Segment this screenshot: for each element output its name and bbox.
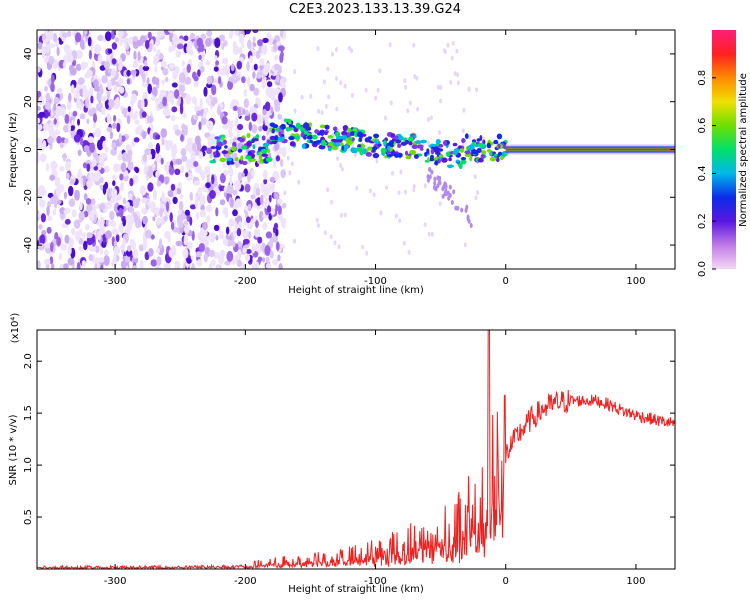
spectrogram-signal-band: [209, 118, 509, 228]
snr-frame: [36, 329, 676, 570]
snr-chart: -300 -200 -100 0 100 0.5 1.0 1.5 2.0 Height of …: [8, 313, 676, 595]
spectrogram-y-axis-label: Frequency (Hz): [8, 112, 19, 188]
chart-title: C2E3.2023.133.13.39.G24: [288, 2, 462, 17]
spectrogram-y-ticks: -40 -20 0 20 40: [23, 48, 675, 253]
colorbar-ticks: 0.0 0.2 0.4 0.6 0.8: [697, 70, 716, 277]
y-tick-label: 0.5: [23, 509, 34, 525]
x-tick-label: -200: [234, 576, 257, 587]
colorbar-tick-label: 0.2: [697, 213, 708, 229]
y-tick-label: 40: [23, 48, 34, 61]
snr-y-axis-label: SNR (10 * v/v): [8, 414, 19, 485]
snr-x-ticks: -300 -200 -100 0 100: [104, 330, 645, 587]
spectrogram-steady-line: [505, 144, 675, 155]
colorbar-tick-label: 0.0: [697, 261, 708, 277]
colorbar: [712, 30, 736, 269]
snr-plot-area: [37, 330, 675, 569]
spectrogram-x-axis-label: Height of straight line (km): [288, 285, 424, 296]
y-tick-label: 0: [23, 146, 34, 152]
x-tick-label: -200: [234, 276, 257, 287]
x-tick-label: 100: [626, 576, 645, 587]
x-tick-label: 0: [503, 576, 509, 587]
spectrogram-noise-speckles: [37, 30, 480, 269]
snr-y-scale-label: (x10⁴): [10, 313, 21, 344]
x-tick-label: -300: [104, 276, 127, 287]
y-tick-label: 1.5: [23, 405, 34, 421]
x-tick-label: -300: [104, 576, 127, 587]
spectrogram-x-ticks: -300 -200 -100 0 100: [104, 30, 645, 287]
colorbar-tick-label: 0.4: [697, 165, 708, 181]
colorbar-tick-label: 0.6: [697, 118, 708, 134]
y-tick-label: -20: [23, 189, 34, 205]
y-tick-label: 2.0: [23, 353, 34, 369]
y-tick-label: 1.0: [23, 457, 34, 473]
y-tick-label: -40: [23, 237, 34, 253]
snr-series-line: [37, 330, 675, 569]
x-tick-label: 100: [626, 276, 645, 287]
x-tick-label: -100: [364, 576, 387, 587]
y-tick-label: 20: [23, 95, 34, 108]
spectrogram-plot-area: [37, 30, 675, 269]
colorbar-label: Normalized spectral amplitude: [738, 73, 749, 227]
snr-y-ticks: 0.5 1.0 1.5 2.0: [23, 353, 675, 525]
x-tick-label: 0: [503, 276, 509, 287]
colorbar-tick-label: 0.8: [697, 70, 708, 86]
snr-x-axis-label: Height of straight line (km): [288, 584, 424, 595]
x-tick-label: -100: [364, 276, 387, 287]
